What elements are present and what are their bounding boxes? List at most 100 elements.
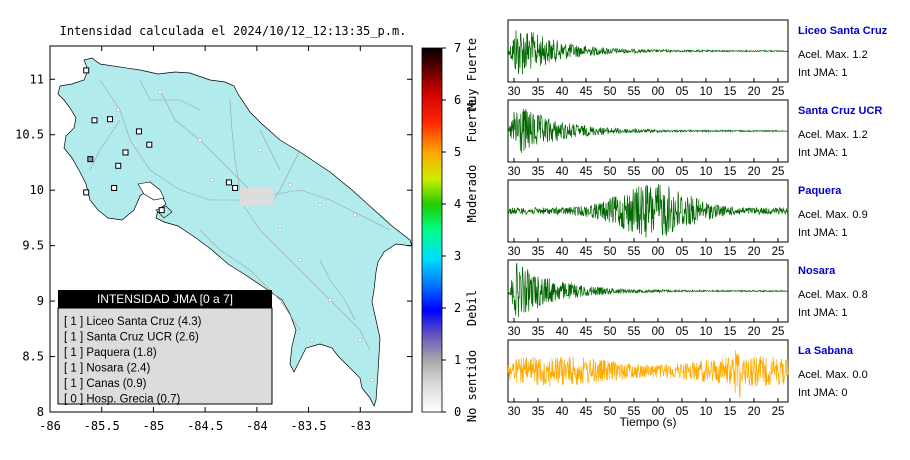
map-x-tick-label: -86	[39, 419, 61, 433]
waveform-tick-label: 00	[652, 246, 665, 258]
waveform-tick-label: 50	[604, 86, 617, 98]
colorbar-tick-label: 5	[454, 145, 461, 159]
waveform-trace	[507, 262, 788, 318]
station-name-label: Santa Cruz UCR	[798, 105, 882, 117]
max-accel-label: Acel. Max. 1.2	[798, 129, 868, 141]
waveform-tick-label: 50	[604, 406, 617, 418]
waveform-tick-label: 20	[748, 406, 761, 418]
waveform-tick-label: 15	[724, 246, 737, 258]
waveform-tick-label: 20	[748, 86, 761, 98]
map-title: Intensidad calculada el 2024/10/12_12:13…	[60, 24, 407, 38]
map-y-tick-label: 9.5	[22, 239, 44, 253]
waveform-tick-label: 40	[556, 246, 569, 258]
colorbar-tick-label: 1	[454, 353, 461, 367]
legend-title: INTENSIDAD JMA [0 a 7]	[97, 292, 233, 306]
waveform-tick-label: 50	[604, 166, 617, 178]
colorbar-category-label: Muy Fuerte	[465, 38, 479, 110]
station-name-label: La Sabana	[798, 345, 854, 357]
legend-item: [ 0 ] Hosp. Grecia (0.7)	[64, 394, 180, 406]
waveform-tick-label: 45	[580, 406, 593, 418]
colorbar-category-label: Debil	[465, 290, 479, 326]
map-y-tick-label: 11	[30, 72, 44, 86]
colorbar-tick-label: 4	[454, 197, 461, 211]
waveform-tick-label: 10	[700, 86, 713, 98]
map-x-tick-label: -85	[143, 419, 165, 433]
station-marker	[83, 189, 90, 196]
waveform-tick-label: 35	[532, 246, 545, 258]
station-marker	[225, 179, 232, 186]
waveform-tick-label: 35	[532, 326, 545, 338]
waveform-tick-label: 10	[700, 166, 713, 178]
jma-intensity-label: Int JMA: 1	[798, 147, 848, 159]
map-y-tick-label: 8	[37, 405, 44, 419]
station-marker	[111, 184, 118, 191]
intensity-map: -86 -85.5 -85 -84.5 -84 -83.5 -83 11 10.5 10 9.5 9…	[15, 45, 413, 433]
legend-item: [ 1 ] Santa Cruz UCR (2.6)	[64, 332, 199, 344]
waveform-tick-label: 00	[652, 326, 665, 338]
station-marker	[122, 149, 129, 156]
waveform-trace	[507, 350, 789, 398]
colorbar-tick-label: 7	[454, 41, 461, 55]
waveform-tick-label: 55	[628, 86, 641, 98]
waveform-tick-label: 10	[700, 246, 713, 258]
station-name-label: Paquera	[798, 185, 842, 197]
waveform-tick-label: 10	[700, 406, 713, 418]
map-y-ticks: 11 10.5 10 9.5 9 8.5 8	[15, 72, 412, 419]
legend-item: [ 1 ] Paquera (1.8)	[64, 347, 157, 359]
waveform-tick-label: 25	[772, 326, 785, 338]
waveform-panel: 30 35 40 45 50 55 00 05 10 15 20 25 Santa Cruz UCR Ac…	[507, 99, 882, 178]
station-markers	[83, 67, 239, 214]
waveform-panels: 30 35 40 45 50 55 00 05 10 15 20 25 Liceo Santa Cruz…	[507, 19, 888, 418]
waveform-tick-label: 55	[628, 246, 641, 258]
max-accel-label: Acel. Max. 1.2	[798, 49, 868, 61]
waveform-tick-label: 05	[676, 86, 689, 98]
jma-intensity-label: Int JMA: 1	[798, 67, 848, 79]
legend-item: [ 1 ] Canas (0.9)	[64, 378, 147, 390]
waveform-panel: 30 35 40 45 50 55 00 05 10 15 20 25 Nosara Acel. Max.…	[507, 259, 868, 338]
map-y-tick-label: 10.5	[15, 128, 44, 142]
waveform-tick-label: 55	[628, 166, 641, 178]
colorbar-category-label: Fuerte	[465, 99, 479, 142]
waveform-tick-label: 30	[508, 166, 521, 178]
station-marker	[232, 184, 239, 191]
station-marker	[115, 162, 122, 169]
legend-item: [ 1 ] Liceo Santa Cruz (4.3)	[64, 316, 202, 328]
station-marker	[91, 117, 98, 124]
time-axis-label: Tiempo (s)	[620, 415, 677, 429]
map-y-tick-label: 9	[37, 294, 44, 308]
waveform-tick-label: 20	[748, 246, 761, 258]
jma-intensity-label: Int JMA: 0	[798, 387, 848, 399]
waveform-tick-label: 45	[580, 246, 593, 258]
waveform-tick-label: 45	[580, 86, 593, 98]
station-name-label: Nosara	[798, 265, 836, 277]
station-name-label: Liceo Santa Cruz	[798, 25, 888, 37]
waveform-tick-label: 30	[508, 86, 521, 98]
colorbar-category-label: Moderado	[465, 165, 479, 223]
waveform-tick-label: 05	[676, 166, 689, 178]
colorbar-tick-label: 2	[454, 301, 461, 315]
map-y-tick-label: 8.5	[22, 350, 44, 364]
waveform-tick-label: 40	[556, 406, 569, 418]
waveform-tick-label: 20	[748, 326, 761, 338]
waveform-tick-label: 30	[508, 246, 521, 258]
map-x-tick-label: -85.5	[84, 419, 120, 433]
waveform-tick-label: 40	[556, 166, 569, 178]
waveform-tick-label: 00	[652, 406, 665, 418]
waveform-tick-label: 25	[772, 166, 785, 178]
colorbar-tick-label: 0	[454, 405, 461, 419]
waveform-tick-label: 55	[628, 326, 641, 338]
waveform-panel: 30 35 40 45 50 55 00 05 10 15 20 25 Paquera Acel. Max…	[507, 179, 868, 258]
waveform-tick-label: 40	[556, 326, 569, 338]
waveform-trace	[508, 108, 789, 154]
jma-intensity-label: Int JMA: 1	[798, 307, 848, 319]
waveform-tick-label: 15	[724, 86, 737, 98]
waveform-tick-label: 55	[628, 406, 641, 418]
waveform-tick-label: 35	[532, 86, 545, 98]
road-network	[89, 79, 391, 351]
station-marker	[83, 67, 90, 74]
waveform-tick-label: 50	[604, 326, 617, 338]
waveform-tick-label: 15	[724, 406, 737, 418]
waveform-tick-label: 00	[652, 166, 665, 178]
station-marker	[87, 156, 94, 163]
